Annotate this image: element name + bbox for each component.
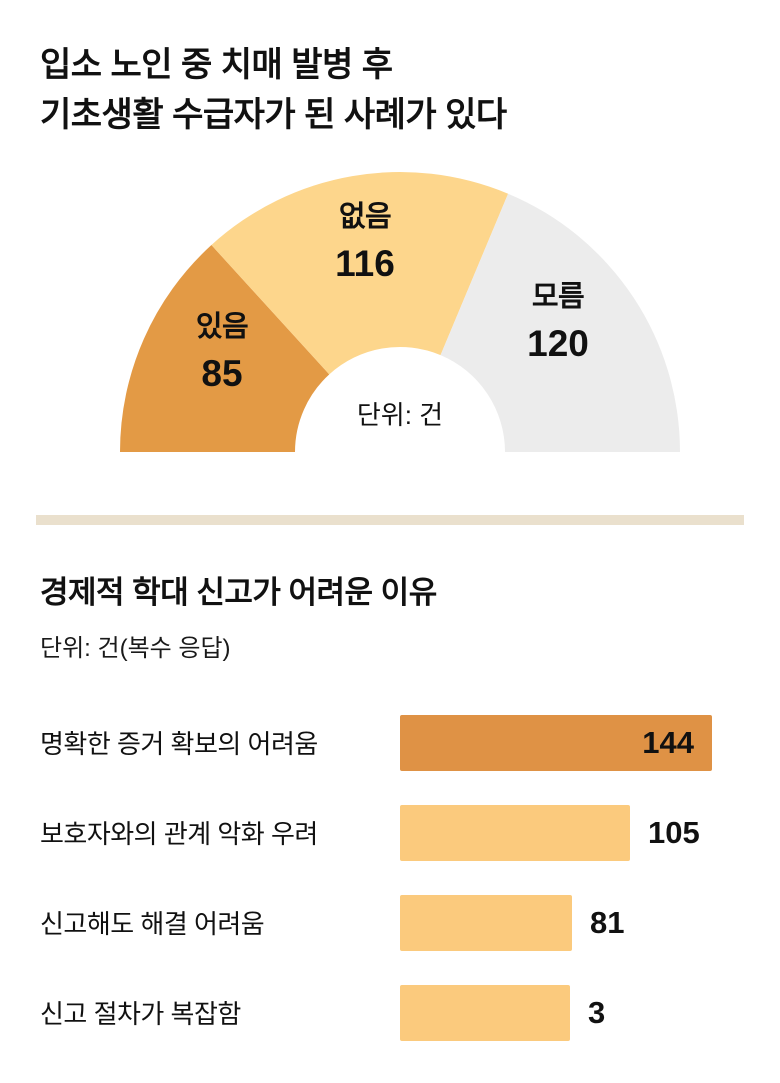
bar-evidence: 144 <box>400 714 712 771</box>
bar-area: 105 <box>400 804 700 861</box>
bar-row-resolution: 신고해도 해결 어려움 81 <box>0 894 780 951</box>
donut-label-no: 없음 116 <box>265 193 465 285</box>
donut-label-yes-value: 85 <box>201 352 243 394</box>
bar-value: 3 <box>588 994 606 1030</box>
bar-guardian <box>400 804 630 861</box>
donut-chart-svg <box>120 171 680 452</box>
donut-label-no-text: 없음 <box>338 200 392 233</box>
section-divider <box>36 514 744 525</box>
chart1-title-line1: 입소 노인 중 치매 발병 후 <box>40 46 393 84</box>
bar-label: 신고해도 해결 어려움 <box>40 909 265 940</box>
bar-procedure <box>400 984 570 1041</box>
donut-label-yes: 있음 85 <box>122 303 322 395</box>
bar-row-evidence: 명확한 증거 확보의 어려움 144 <box>0 714 780 771</box>
bar-row-guardian: 보호자와의 관계 악화 우려 105 <box>0 804 780 861</box>
bar-value: 105 <box>648 814 700 850</box>
chart2-title: 경제적 학대 신고가 어려운 이유 <box>40 574 437 610</box>
bar-area: 3 <box>400 984 606 1041</box>
donut-label-unknown-value: 120 <box>527 322 589 364</box>
chart1-title: 입소 노인 중 치매 발병 후 기초생활 수급자가 된 사례가 있다 <box>40 40 740 141</box>
bar-label: 보호자와의 관계 악화 우려 <box>40 819 318 850</box>
bar-row-procedure: 신고 절차가 복잡함 3 <box>0 984 780 1041</box>
donut-segment-no <box>211 171 509 375</box>
chart2-unit-label: 단위: 건(복수 응답) <box>40 634 231 662</box>
semicircle-donut-chart: 있음 85 없음 116 모름 120 단위: 건 <box>0 165 780 467</box>
donut-unit-label: 단위: 건 <box>356 399 444 430</box>
bar-area: 144 <box>400 714 712 771</box>
donut-label-unknown-text: 모름 <box>531 280 585 313</box>
horizontal-bar-chart: 명확한 증거 확보의 어려움 144 보호자와의 관계 악화 우려 105 신고… <box>0 714 780 1041</box>
bar-value: 144 <box>642 724 694 760</box>
bar-label: 신고 절차가 복잡함 <box>40 999 241 1030</box>
bar-label: 명확한 증거 확보의 어려움 <box>40 729 318 760</box>
chart1-title-line2: 기초생활 수급자가 된 사례가 있다 <box>40 96 507 135</box>
donut-segment-unknown <box>440 193 680 452</box>
donut-segment-yes <box>120 244 330 452</box>
bar-resolution <box>400 894 572 951</box>
donut-label-unknown: 모름 120 <box>458 273 658 365</box>
bar-value: 81 <box>590 904 625 940</box>
donut-label-yes-text: 있음 <box>195 310 249 343</box>
bar-area: 81 <box>400 894 625 951</box>
donut-label-no-value: 116 <box>335 242 395 284</box>
